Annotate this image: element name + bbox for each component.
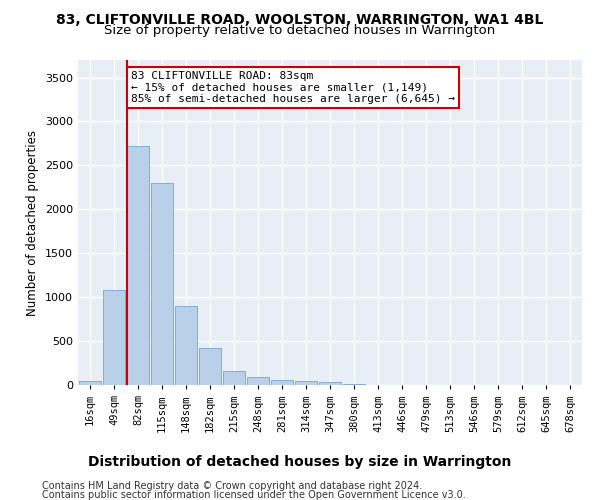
Bar	[79, 380, 101, 385]
Bar	[175, 306, 197, 385]
Bar	[319, 382, 341, 385]
Bar	[223, 372, 245, 385]
Bar	[295, 382, 317, 385]
Text: 83, CLIFTONVILLE ROAD, WOOLSTON, WARRINGTON, WA1 4BL: 83, CLIFTONVILLE ROAD, WOOLSTON, WARRING…	[56, 12, 544, 26]
Text: Size of property relative to detached houses in Warrington: Size of property relative to detached ho…	[104, 24, 496, 37]
Bar	[247, 377, 269, 385]
Bar	[103, 290, 125, 385]
Y-axis label: Number of detached properties: Number of detached properties	[26, 130, 40, 316]
Text: Contains HM Land Registry data © Crown copyright and database right 2024.: Contains HM Land Registry data © Crown c…	[42, 481, 422, 491]
Bar	[151, 183, 173, 385]
Bar	[343, 384, 365, 385]
Bar	[271, 380, 293, 385]
Text: Distribution of detached houses by size in Warrington: Distribution of detached houses by size …	[88, 455, 512, 469]
Text: Contains public sector information licensed under the Open Government Licence v3: Contains public sector information licen…	[42, 490, 466, 500]
Bar	[199, 348, 221, 385]
Text: 83 CLIFTONVILLE ROAD: 83sqm
← 15% of detached houses are smaller (1,149)
85% of : 83 CLIFTONVILLE ROAD: 83sqm ← 15% of det…	[131, 70, 455, 104]
Bar	[127, 146, 149, 385]
